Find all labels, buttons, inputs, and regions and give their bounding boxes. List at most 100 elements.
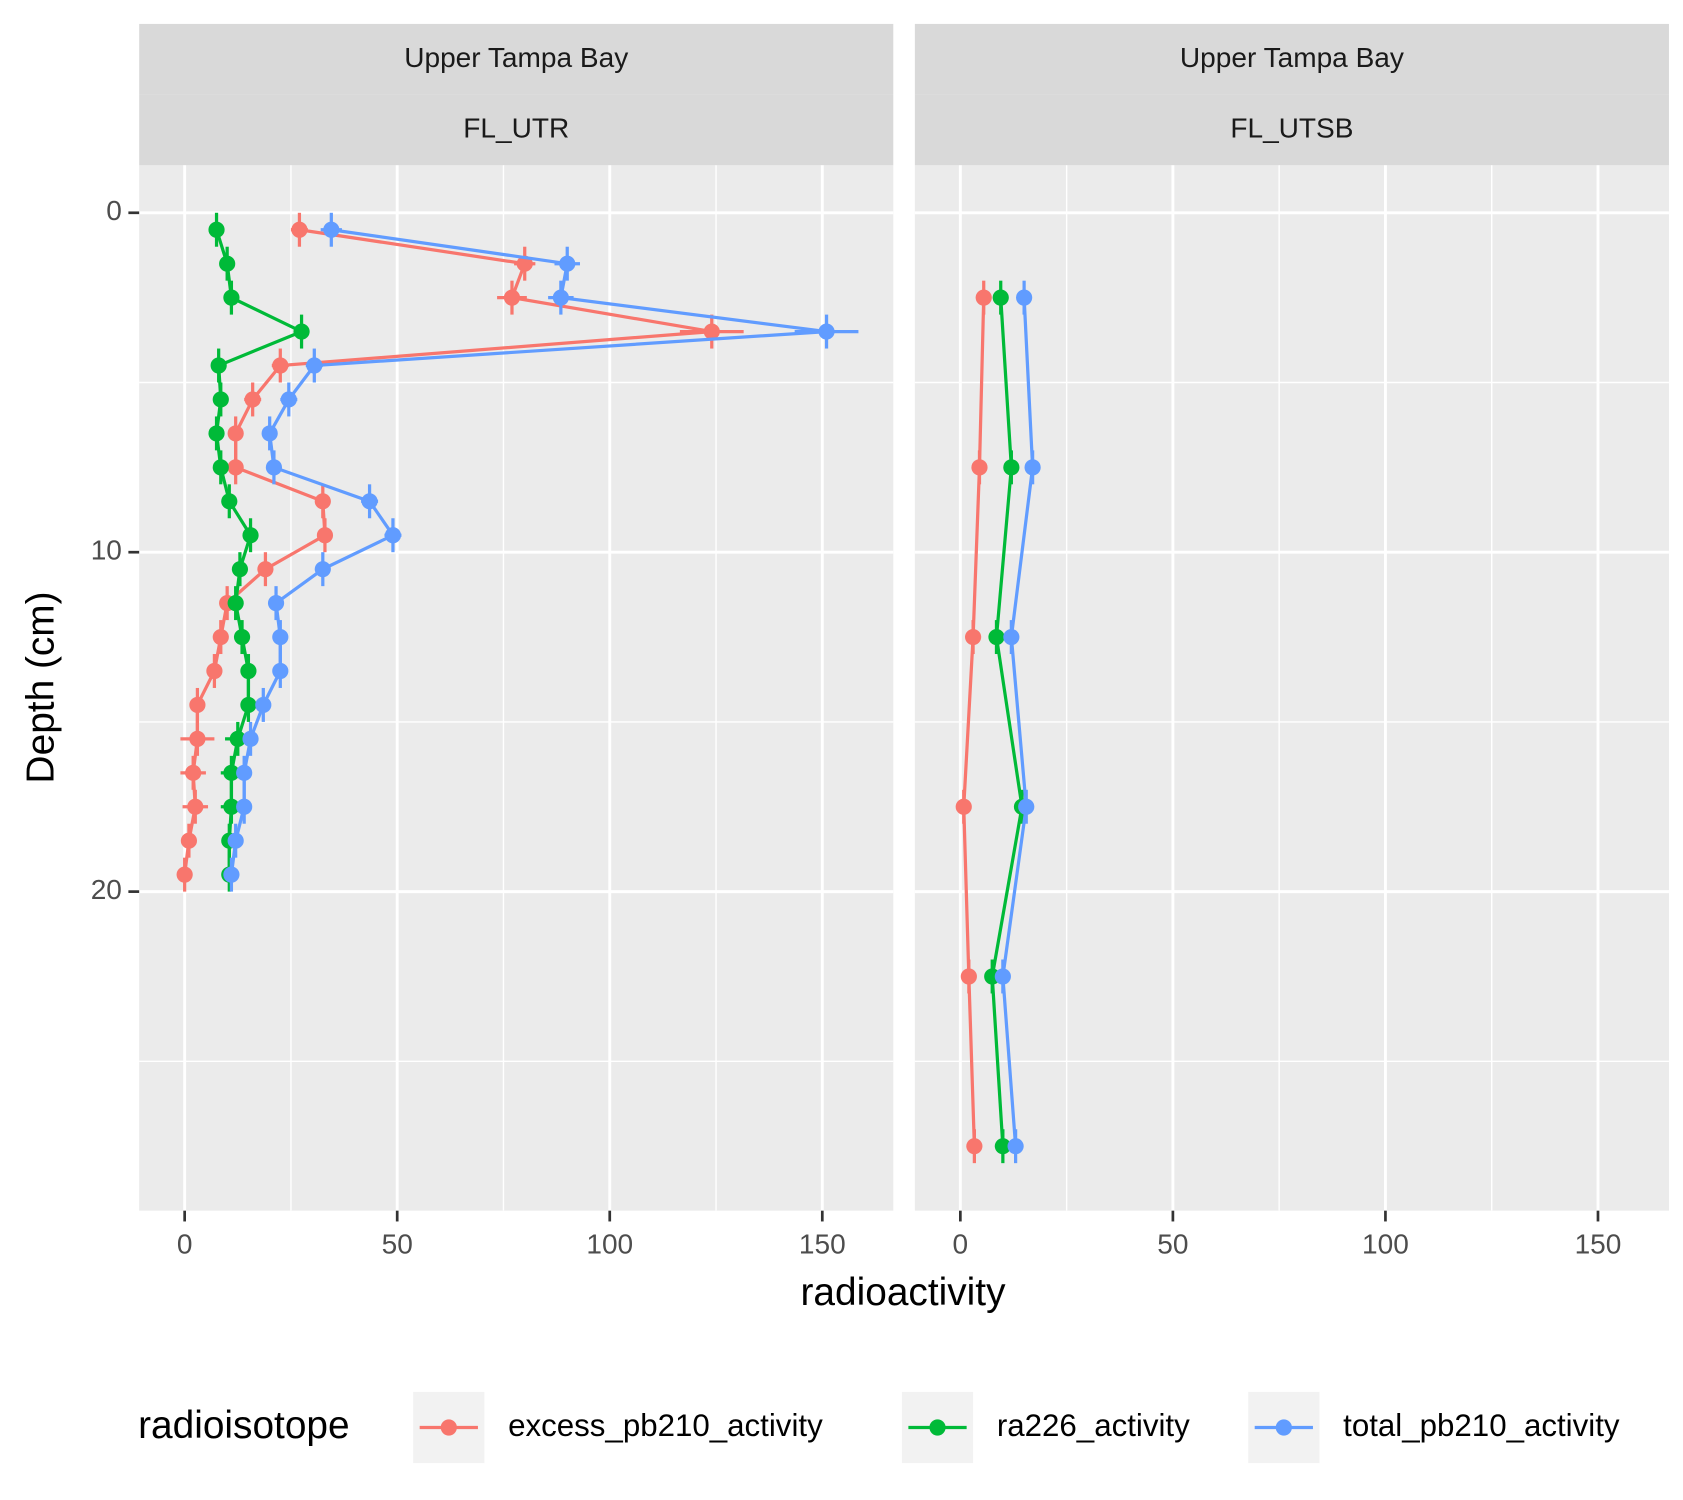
- x-tick-label: 100: [1362, 1229, 1409, 1260]
- point: [180, 832, 197, 849]
- point: [291, 221, 308, 238]
- point: [189, 730, 206, 747]
- point: [176, 866, 193, 883]
- x-tick-label: 150: [799, 1229, 846, 1260]
- facet-label: FL_UTSB: [1230, 113, 1353, 144]
- point: [236, 798, 253, 815]
- series-line: [962, 297, 986, 1147]
- facet-strip: [139, 23, 894, 95]
- point: [293, 323, 310, 340]
- panel-background: [139, 165, 894, 1211]
- point: [503, 289, 521, 306]
- y-tick-label: 0: [106, 195, 122, 226]
- facet-label: Upper Tampa Bay: [404, 42, 628, 73]
- x-tick-label: 100: [586, 1229, 633, 1260]
- legend-label: excess_pb210_activity: [508, 1408, 823, 1443]
- point: [316, 527, 334, 544]
- point: [323, 221, 340, 238]
- point: [227, 459, 244, 476]
- legend-title: radioisotope: [138, 1404, 350, 1447]
- point: [975, 289, 992, 306]
- point: [212, 459, 229, 476]
- facet-strip: [914, 94, 1669, 166]
- point: [189, 696, 206, 714]
- x-tick-label: 0: [177, 1229, 193, 1260]
- point: [244, 391, 261, 408]
- point: [314, 561, 331, 578]
- x-tick-label: 0: [953, 1229, 969, 1260]
- point: [240, 662, 257, 680]
- point: [261, 425, 278, 442]
- legend-label: ra226_activity: [997, 1408, 1190, 1443]
- point: [233, 628, 251, 646]
- point: [210, 357, 227, 374]
- point: [236, 764, 253, 781]
- facet-label: FL_UTR: [463, 113, 569, 144]
- point: [559, 255, 576, 272]
- point: [960, 968, 977, 985]
- point: [1007, 1138, 1024, 1155]
- point: [267, 595, 285, 612]
- x-tick-label: 50: [382, 1229, 413, 1260]
- point: [223, 866, 240, 883]
- y-tick-label: 10: [91, 535, 122, 566]
- point: [227, 832, 244, 849]
- point: [965, 628, 982, 646]
- legend-point: [440, 1419, 457, 1436]
- facet-strip: [914, 23, 1669, 95]
- point: [994, 968, 1011, 985]
- legend-label: total_pb210_activity: [1343, 1408, 1620, 1443]
- point: [994, 1138, 1011, 1155]
- point: [272, 628, 289, 646]
- x-tick-label: 150: [1575, 1229, 1622, 1260]
- point: [992, 289, 1009, 306]
- point: [242, 730, 259, 747]
- point: [384, 527, 402, 544]
- point: [272, 357, 289, 374]
- point: [227, 595, 244, 612]
- point: [280, 391, 297, 408]
- point: [971, 459, 988, 476]
- point: [1024, 459, 1041, 476]
- point: [1003, 459, 1020, 476]
- point: [306, 357, 323, 374]
- point: [221, 493, 238, 510]
- facet-strip: [139, 94, 894, 166]
- point: [1003, 628, 1020, 646]
- point: [206, 662, 223, 680]
- point: [212, 628, 229, 646]
- point: [185, 764, 202, 781]
- point: [361, 493, 378, 510]
- series-line: [1001, 297, 1035, 1147]
- point: [1018, 798, 1035, 815]
- legend-point: [1275, 1419, 1292, 1436]
- y-tick-label: 20: [91, 874, 122, 905]
- legend-point: [929, 1419, 946, 1436]
- point: [227, 425, 244, 442]
- point: [955, 798, 972, 815]
- point: [219, 255, 236, 272]
- point: [257, 561, 274, 578]
- series-line: [990, 297, 1024, 1147]
- x-axis-title: radioactivity: [800, 1271, 1006, 1314]
- point: [818, 323, 835, 340]
- facet-label: Upper Tampa Bay: [1180, 42, 1404, 73]
- point: [703, 323, 720, 340]
- panel-background: [914, 165, 1669, 1211]
- point: [240, 696, 257, 714]
- point: [265, 459, 283, 476]
- point: [231, 561, 249, 578]
- y-axis-title: Depth (cm): [19, 591, 62, 783]
- point: [223, 764, 240, 781]
- point: [208, 221, 225, 238]
- point: [212, 391, 229, 408]
- point: [242, 527, 259, 544]
- point: [1016, 289, 1033, 306]
- point: [187, 798, 204, 815]
- point: [314, 493, 331, 510]
- point: [255, 696, 272, 714]
- point: [208, 425, 225, 442]
- point: [223, 798, 240, 815]
